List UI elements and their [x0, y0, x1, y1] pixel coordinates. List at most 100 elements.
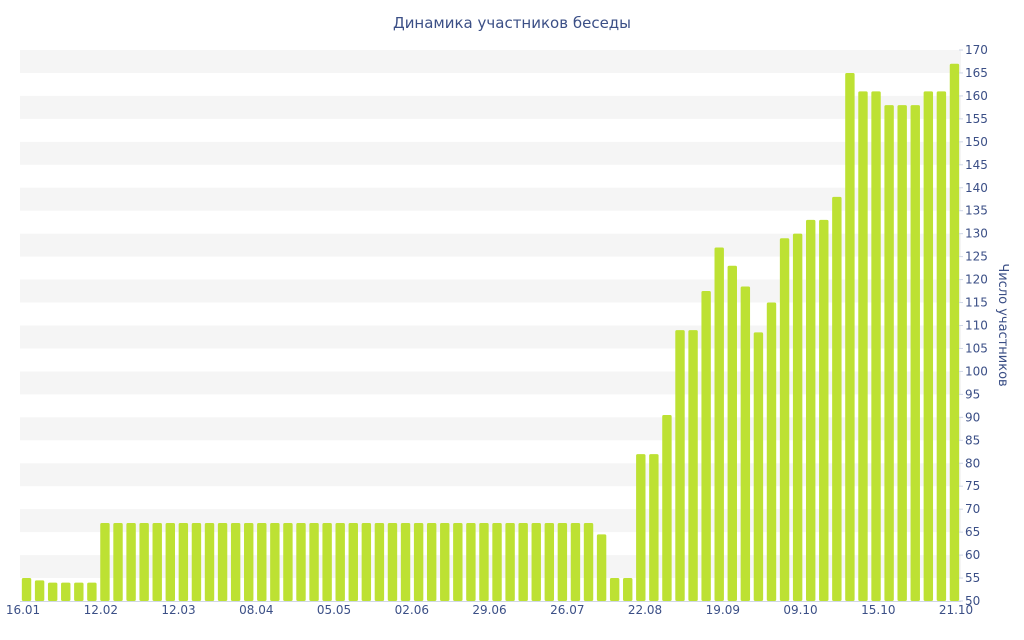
bar[interactable] — [727, 265, 737, 601]
bar[interactable] — [21, 578, 32, 601]
x-tick-label: 21.10 — [939, 603, 973, 617]
bar[interactable] — [139, 522, 149, 601]
bar[interactable] — [309, 522, 319, 601]
y-tick-label: 145 — [965, 158, 988, 172]
bar[interactable] — [47, 582, 58, 601]
y-tick-label: 140 — [965, 181, 988, 195]
bar[interactable] — [949, 63, 960, 601]
bar[interactable] — [701, 291, 711, 601]
bar[interactable] — [74, 582, 84, 601]
bar[interactable] — [910, 105, 920, 601]
y-tick-label: 70 — [965, 502, 980, 516]
bar[interactable] — [779, 238, 790, 601]
bar[interactable] — [387, 522, 398, 601]
bar[interactable] — [714, 247, 724, 601]
bar[interactable] — [453, 522, 463, 601]
bar[interactable] — [440, 522, 450, 601]
x-tick-label: 08.04 — [239, 603, 273, 617]
bar[interactable] — [178, 522, 189, 601]
x-tick-label: 16.01 — [6, 603, 40, 617]
bar[interactable] — [165, 522, 175, 601]
bar[interactable] — [662, 415, 672, 601]
y-tick-label: 105 — [965, 342, 988, 356]
bar[interactable] — [257, 522, 267, 601]
x-tick-label: 02.06 — [395, 603, 429, 617]
bar[interactable] — [583, 522, 594, 601]
y-tick-label: 55 — [965, 571, 980, 585]
bar[interactable] — [230, 522, 241, 601]
bar[interactable] — [753, 332, 764, 601]
bar[interactable] — [936, 91, 947, 601]
grid-band — [20, 509, 961, 533]
bar[interactable] — [688, 330, 698, 601]
bar[interactable] — [792, 233, 803, 602]
bar[interactable] — [858, 91, 868, 601]
x-tick-label: 12.03 — [161, 603, 195, 617]
bar[interactable] — [322, 522, 332, 601]
bar[interactable] — [897, 105, 907, 601]
y-tick-label: 110 — [965, 319, 988, 333]
bar[interactable] — [740, 286, 751, 601]
bar[interactable] — [61, 582, 71, 601]
bar[interactable] — [217, 522, 228, 601]
bar[interactable] — [479, 522, 489, 601]
bar[interactable] — [531, 522, 541, 601]
bar[interactable] — [819, 219, 829, 601]
y-tick-label: 100 — [965, 364, 988, 378]
bar[interactable] — [400, 522, 411, 601]
bar[interactable] — [806, 219, 816, 601]
bar[interactable] — [426, 522, 437, 601]
bar[interactable] — [609, 578, 620, 601]
grid-band — [20, 187, 961, 211]
bar[interactable] — [361, 522, 372, 601]
bar[interactable] — [505, 522, 515, 601]
bar[interactable] — [152, 522, 162, 601]
bar[interactable] — [283, 522, 293, 601]
bar[interactable] — [675, 330, 685, 601]
bar[interactable] — [113, 522, 123, 601]
bar[interactable] — [623, 578, 633, 601]
y-tick-label: 135 — [965, 204, 988, 218]
bar[interactable] — [596, 534, 607, 601]
bar[interactable] — [204, 522, 215, 601]
bar[interactable] — [348, 522, 358, 601]
y-tick-label: 65 — [965, 525, 980, 539]
y-tick-label: 120 — [965, 273, 988, 287]
grid-band — [20, 141, 961, 165]
bar[interactable] — [557, 522, 568, 601]
bar[interactable] — [374, 522, 385, 601]
bar[interactable] — [413, 522, 424, 601]
bar[interactable] — [87, 582, 97, 601]
bar[interactable] — [100, 522, 110, 601]
y-axis-label: Число участников — [995, 263, 1010, 386]
bar[interactable] — [518, 522, 528, 601]
bar[interactable] — [335, 522, 345, 601]
bar[interactable] — [126, 522, 136, 601]
chart-title: Динамика участников беседы — [393, 14, 631, 32]
y-tick-label: 165 — [965, 66, 988, 80]
bar[interactable] — [296, 522, 306, 601]
bar[interactable] — [466, 522, 476, 601]
bar[interactable] — [544, 522, 555, 601]
bar[interactable] — [636, 454, 646, 601]
bar[interactable] — [270, 522, 280, 601]
x-tick-label: 12.02 — [84, 603, 118, 617]
bar[interactable] — [34, 580, 45, 601]
grid-band — [20, 371, 961, 395]
bar[interactable] — [923, 91, 934, 601]
bar[interactable] — [884, 105, 894, 601]
y-tick-label: 130 — [965, 227, 988, 241]
y-tick-label: 85 — [965, 433, 980, 447]
bar[interactable] — [570, 522, 581, 601]
bar[interactable] — [244, 522, 254, 601]
bar[interactable] — [492, 522, 502, 601]
bar[interactable] — [191, 522, 202, 601]
bar[interactable] — [832, 196, 842, 601]
bar[interactable] — [649, 454, 659, 601]
bar[interactable] — [845, 72, 855, 601]
bar[interactable] — [871, 91, 881, 601]
grid-band — [20, 50, 961, 73]
bar[interactable] — [766, 302, 777, 601]
x-tick-label: 19.09 — [706, 603, 740, 617]
